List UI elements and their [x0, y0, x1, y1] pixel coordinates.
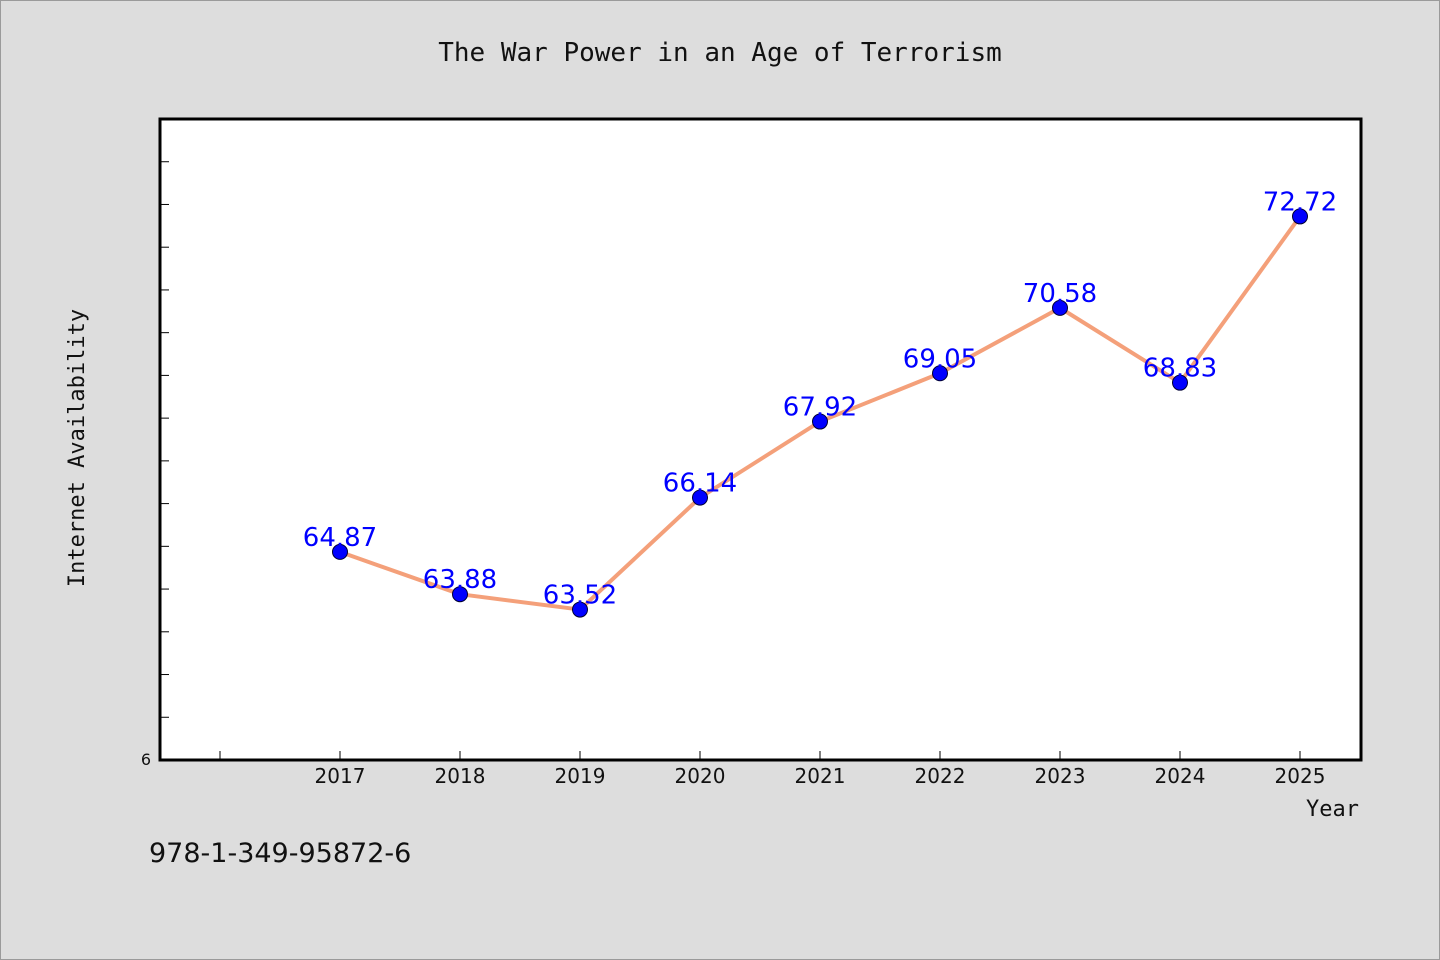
data-point — [332, 543, 348, 560]
data-point — [812, 413, 828, 430]
y-axis-ticks — [160, 161, 169, 718]
data-label: 63.52 — [543, 581, 617, 611]
x-tick-label: 2018 — [435, 764, 486, 788]
x-tick-label: 2021 — [795, 764, 846, 788]
x-tick-label: 2017 — [315, 764, 366, 788]
data-label: 72.72 — [1263, 187, 1337, 217]
data-point — [452, 586, 468, 603]
x-axis-ticks: 2017 2018 2019 2020 2021 2022 2023 2024 2025 — [219, 751, 1326, 788]
data-point — [692, 489, 708, 506]
x-tick-label: 2019 — [555, 764, 606, 788]
x-tick-label: 2022 — [915, 764, 966, 788]
data-point — [932, 365, 948, 382]
data-label: 69.05 — [903, 344, 977, 374]
data-point — [1052, 299, 1068, 316]
x-tick-label: 2024 — [1155, 764, 1206, 788]
series-layer — [332, 208, 1308, 618]
x-tick-label: 2025 — [1275, 764, 1326, 788]
data-point — [572, 601, 588, 618]
y-axis-label: Internet Availability — [65, 309, 90, 587]
data-point — [1292, 208, 1308, 225]
y-axis-origin-label: 6 — [141, 750, 151, 769]
isbn-text: 978-1-349-95872-6 — [149, 838, 411, 869]
data-label: 67.92 — [783, 393, 857, 423]
x-tick-label: 2020 — [675, 764, 726, 788]
data-label: 63.88 — [423, 565, 497, 595]
data-label: 66.14 — [663, 469, 737, 499]
data-labels: 64.87 63.88 63.52 66.14 67.92 69.05 70.58 68.83… — [303, 187, 1337, 610]
data-label: 68.83 — [1143, 354, 1217, 384]
data-point — [1172, 374, 1188, 391]
x-axis-label: Year — [1306, 797, 1359, 822]
data-label: 64.87 — [303, 523, 377, 553]
chart-title: The War Power in an Age of Terrorism — [438, 38, 1002, 68]
data-label: 70.58 — [1023, 279, 1097, 309]
plot-area — [158, 117, 1363, 762]
x-tick-label: 2023 — [1035, 764, 1086, 788]
